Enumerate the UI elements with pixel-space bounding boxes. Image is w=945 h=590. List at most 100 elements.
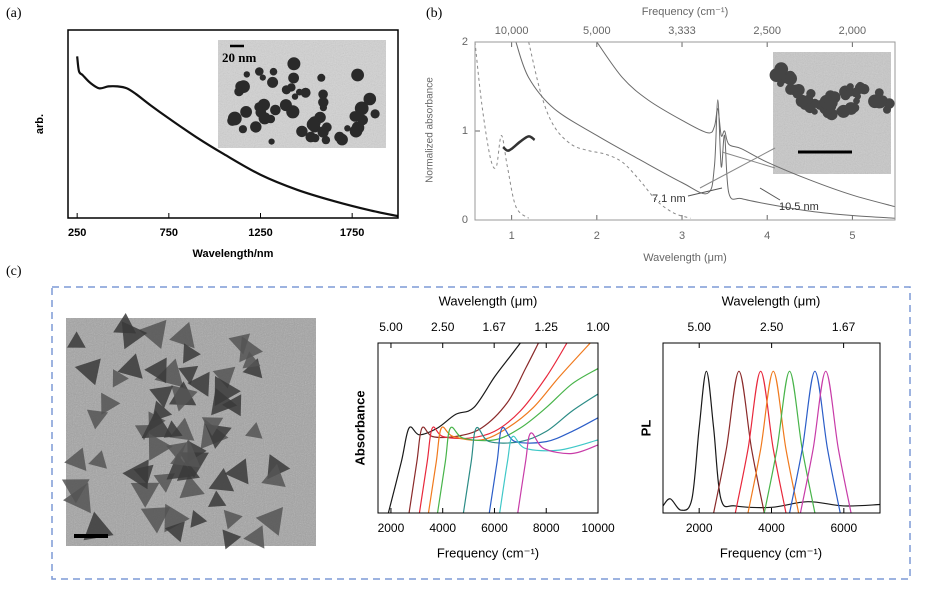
x2-axis-label: Wavelength (μm) — [722, 293, 821, 308]
nanoparticle — [86, 409, 109, 430]
x-tick-label: 2000 — [378, 521, 405, 535]
nanoparticle — [212, 366, 236, 389]
series-line — [788, 370, 841, 513]
nanoparticle — [318, 97, 329, 108]
series-line — [408, 343, 540, 513]
nanoparticle — [267, 76, 279, 88]
nanoparticle — [261, 463, 286, 487]
x-tick-label: 3 — [679, 230, 685, 242]
nanoparticle — [163, 420, 183, 438]
nanoparticle — [88, 450, 107, 469]
nanoparticle — [101, 392, 121, 415]
nanoparticle — [179, 474, 205, 499]
series-line — [515, 42, 895, 219]
nanoparticle — [363, 92, 377, 106]
nanoparticle — [255, 507, 283, 536]
x2-tick-label: 2.50 — [760, 320, 784, 334]
nanoparticle — [176, 459, 200, 481]
y-tick-label: 1 — [462, 125, 468, 137]
series-line — [76, 56, 398, 218]
nanoparticle — [349, 124, 363, 138]
nanoparticle — [874, 88, 884, 97]
plot-frame — [474, 41, 896, 221]
pointer-line — [721, 151, 776, 169]
nanoparticle — [777, 80, 784, 87]
nanoparticle — [122, 459, 149, 490]
nanoparticle — [149, 385, 173, 409]
nanoparticle — [351, 68, 364, 82]
series-line — [418, 343, 568, 513]
x-tick-label: 6000 — [481, 521, 508, 535]
x-axis-label: Wavelength/nm — [193, 248, 274, 260]
x2-tick-label: 2,500 — [753, 25, 781, 37]
y-tick-label: 0 — [462, 214, 468, 226]
series-line — [436, 367, 598, 513]
nanoparticle — [354, 101, 369, 116]
nanoparticle — [259, 74, 266, 81]
overlays: 7.1 nm 10.5 nm — [652, 147, 819, 213]
series-line — [502, 135, 536, 152]
series-line — [499, 435, 598, 513]
nanoparticle — [187, 371, 210, 397]
x2-tick-label: 1.25 — [535, 320, 559, 334]
x2-tick-label: 1.00 — [586, 320, 610, 334]
nanoparticle — [370, 109, 380, 119]
pointer-line — [699, 147, 776, 189]
nanoparticle — [121, 321, 148, 350]
annotation: 10.5 nm — [779, 201, 819, 213]
series-line — [596, 42, 895, 208]
x2-axis-label: Frequency (cm⁻¹) — [642, 6, 729, 18]
panel-label: (b) — [426, 6, 443, 21]
chart: 2000 4000 6000 5.00 2.50 1.67 — [662, 320, 881, 535]
nanoparticle — [112, 369, 129, 388]
nanoparticle — [208, 490, 227, 507]
nanoparticle — [344, 125, 351, 132]
nanoparticle — [141, 410, 173, 439]
nanoparticle — [873, 94, 887, 109]
nanoparticle — [255, 107, 267, 118]
nanoparticle — [238, 125, 247, 134]
x-tick-label: 1250 — [248, 227, 272, 239]
nanoparticle — [854, 93, 862, 100]
nanoparticle — [318, 89, 328, 100]
nanoparticle — [61, 479, 90, 504]
plots: 250 750 1250 1750 1 2 3 4 5 0 1 2 10,000 5,000 3,333 2,… — [67, 25, 896, 535]
series-line — [528, 42, 691, 219]
x-tick-label: 750 — [160, 227, 178, 239]
nanoparticle — [201, 417, 224, 437]
series-line — [763, 370, 816, 513]
nanoparticle — [823, 100, 834, 111]
nanoparticle — [74, 358, 101, 386]
nanoparticle — [786, 71, 795, 80]
nanoparticle — [170, 439, 201, 468]
chart: 250 750 1250 1750 — [67, 29, 399, 239]
annotation: 7.1 nm — [652, 193, 686, 205]
nanoparticle — [321, 135, 331, 145]
x-tick-label: 4 — [764, 230, 770, 242]
plot-frame — [67, 29, 399, 219]
x2-tick-label: 3,333 — [668, 25, 696, 37]
nanoparticle — [270, 104, 281, 116]
x2-tick-label: 10,000 — [495, 25, 529, 37]
nanoparticle — [140, 507, 171, 534]
x2-tick-label: 5.00 — [379, 320, 403, 334]
series-line — [663, 370, 880, 511]
x-tick-label: 8000 — [533, 521, 560, 535]
nanoparticle — [208, 468, 235, 492]
annotation-arrow — [687, 187, 723, 197]
nanoparticle — [148, 433, 173, 461]
nanoparticle — [83, 511, 114, 541]
nanoparticle — [334, 131, 345, 143]
nanoparticle — [357, 114, 368, 126]
series-line — [799, 370, 852, 513]
nanoparticle — [67, 331, 86, 348]
nanoparticle — [769, 68, 784, 82]
panel-frame — [51, 286, 911, 580]
nanoparticle — [183, 343, 201, 364]
panel-label: (c) — [6, 264, 22, 279]
nanoparticle — [291, 93, 299, 100]
nanoparticle — [234, 86, 244, 97]
plot-frame — [377, 342, 599, 514]
nanoparticle — [242, 351, 261, 369]
series-line — [387, 343, 521, 513]
